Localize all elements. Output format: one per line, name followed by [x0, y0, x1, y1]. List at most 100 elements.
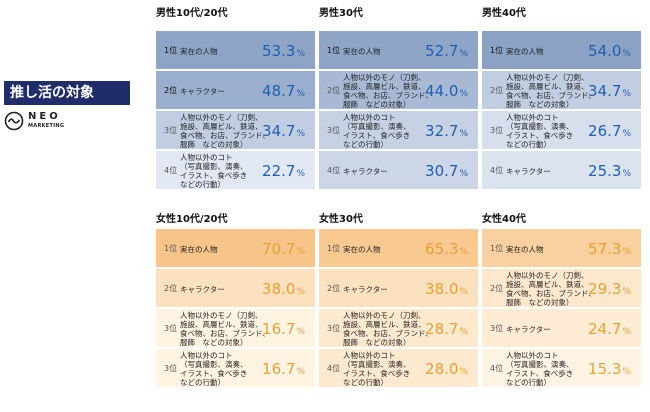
percent-unit: % — [459, 287, 468, 297]
rank-cell: 1位 実在の人物 53.3% — [156, 31, 315, 71]
percent-unit: % — [622, 327, 631, 337]
item-label: キャラクター — [180, 86, 225, 96]
percent-unit: % — [296, 247, 305, 257]
item-value: 28.0% — [425, 360, 468, 378]
rank-label: 3位 — [327, 126, 341, 135]
logo-name: NEO — [28, 111, 61, 122]
item-label: 人物以外のモノ（刀剣、 施設、高層ビル、鉄道、 食べ物、お店、ブランド、 服飾 … — [506, 73, 596, 109]
item-value: 16.7% — [262, 320, 305, 338]
rank-label: 4位 — [327, 364, 341, 373]
percent-unit: % — [459, 129, 468, 139]
item-value: 34.7% — [588, 82, 631, 100]
item-value: 38.0% — [262, 280, 305, 298]
item-label: 人物以外のコト （写真撮影、演奏、 イラスト、食べ歩き などの行動） — [180, 351, 248, 387]
rank-label: 3位 — [490, 324, 504, 333]
percent-unit: % — [296, 287, 305, 297]
rank-cell: 1位 実在の人物 54.0% — [482, 31, 641, 71]
chart-title: 推し活の対象 — [4, 81, 130, 105]
item-value: 44.0% — [425, 82, 468, 100]
rank-cell: 4位 人物以外のコト （写真撮影、演奏、 イラスト、食べ歩き などの行動） 15.3… — [482, 349, 641, 389]
panel-title: 女性40代 — [482, 214, 526, 225]
rank-cell: 1位 実在の人物 52.7% — [319, 31, 478, 71]
percent-unit: % — [622, 129, 631, 139]
item-value: 65.3% — [425, 240, 468, 258]
rank-label: 1位 — [164, 46, 178, 55]
item-label: 人物以外のモノ（刀剣、 施設、高層ビル、鉄道、 食べ物、お店、ブランド、 服飾 … — [343, 73, 433, 109]
item-label: 人物以外のコト （写真撮影、演奏、 イラスト、食べ歩き などの行動） — [343, 113, 411, 149]
item-label: 人物以外のコト （写真撮影、演奏、 イラスト、食べ歩き などの行動） — [180, 153, 248, 189]
percent-unit: % — [622, 89, 631, 99]
rank-cell: 2位 キャラクター 48.7% — [156, 71, 315, 111]
item-value: 53.3% — [262, 42, 305, 60]
item-label: キャラクター — [506, 324, 551, 334]
rank-cell: 4位 人物以外のコト （写真撮影、演奏、 イラスト、食べ歩き などの行動） 22.7… — [156, 151, 315, 191]
rank-label: 3位 — [327, 324, 341, 333]
rank-label: 4位 — [164, 166, 178, 175]
rank-cell: 2位 人物以外のモノ（刀剣、 施設、高層ビル、鉄道、 食べ物、お店、ブランド、 服… — [319, 71, 478, 111]
percent-unit: % — [622, 287, 631, 297]
percent-unit: % — [459, 89, 468, 99]
rank-cell: 2位 人物以外のモノ（刀剣、 施設、高層ビル、鉄道、 食べ物、お店、ブランド、 服… — [482, 71, 641, 111]
rank-label: 2位 — [490, 284, 504, 293]
percent-unit: % — [622, 367, 631, 377]
percent-unit: % — [296, 169, 305, 179]
item-label: 実在の人物 — [343, 244, 381, 254]
rank-label: 1位 — [490, 244, 504, 253]
item-value: 54.0% — [588, 42, 631, 60]
rank-cell: 3位 人物以外のモノ（刀剣、 施設、高層ビル、鉄道、 食べ物、お店、ブランド、 服… — [156, 309, 315, 349]
item-value: 29.3% — [588, 280, 631, 298]
item-value: 30.7% — [425, 162, 468, 180]
percent-unit: % — [296, 367, 305, 377]
item-value: 70.7% — [262, 240, 305, 258]
percent-unit: % — [622, 49, 631, 59]
rank-label: 1位 — [327, 244, 341, 253]
item-value: 34.7% — [262, 122, 305, 140]
item-value: 38.0% — [425, 280, 468, 298]
rank-cell: 2位 キャラクター 38.0% — [319, 269, 478, 309]
rank-cell: 1位 実在の人物 57.3% — [482, 229, 641, 269]
item-label: 実在の人物 — [506, 244, 544, 254]
rank-label: 3位 — [490, 126, 504, 135]
item-value: 28.7% — [425, 320, 468, 338]
rank-label: 2位 — [490, 86, 504, 95]
rank-label: 2位 — [164, 86, 178, 95]
item-label: 実在の人物 — [180, 244, 218, 254]
rank-cell: 2位 キャラクター 38.0% — [156, 269, 315, 309]
item-value: 15.3% — [588, 360, 631, 378]
rank-label: 2位 — [327, 284, 341, 293]
rank-cell: 3位 人物以外のモノ（刀剣、 施設、高層ビル、鉄道、 食べ物、お店、ブランド、 服… — [156, 111, 315, 151]
item-value: 25.3% — [588, 162, 631, 180]
item-label: 人物以外のモノ（刀剣、 施設、高層ビル、鉄道、 食べ物、お店、ブランド、 服飾 … — [343, 311, 433, 347]
rank-cell: 4位 人物以外のコト （写真撮影、演奏、 イラスト、食べ歩き などの行動） 28.0… — [319, 349, 478, 389]
rank-cell: 3位 人物以外のコト （写真撮影、演奏、 イラスト、食べ歩き などの行動） 32.7… — [319, 111, 478, 151]
rank-cell: 2位 人物以外のモノ（刀剣、 施設、高層ビル、鉄道、 食べ物、お店、ブランド、 服… — [482, 269, 641, 309]
rank-cell: 4位 キャラクター 25.3% — [482, 151, 641, 191]
percent-unit: % — [459, 367, 468, 377]
percent-unit: % — [296, 129, 305, 139]
rank-label: 3位 — [164, 324, 178, 333]
percent-unit: % — [622, 247, 631, 257]
item-label: キャラクター — [180, 284, 225, 294]
neo-marketing-logo: NEO MARKETING — [4, 111, 94, 133]
rank-label: 4位 — [490, 364, 504, 373]
rank-cell: 3位 キャラクター 24.7% — [482, 309, 641, 349]
rank-label: 4位 — [490, 166, 504, 175]
item-label: 人物以外のコト （写真撮影、演奏、 イラスト、食べ歩き などの行動） — [343, 351, 411, 387]
percent-unit: % — [459, 169, 468, 179]
item-value: 52.7% — [425, 42, 468, 60]
panel-title: 女性30代 — [319, 214, 363, 225]
rank-label: 1位 — [490, 46, 504, 55]
rank-cell: 3位 人物以外のモノ（刀剣、 施設、高層ビル、鉄道、 食べ物、お店、ブランド、 服… — [319, 309, 478, 349]
item-value: 24.7% — [588, 320, 631, 338]
item-label: 実在の人物 — [180, 46, 218, 56]
rank-cell: 1位 実在の人物 65.3% — [319, 229, 478, 269]
rank-label: 2位 — [327, 86, 341, 95]
rank-label: 3位 — [164, 126, 178, 135]
percent-unit: % — [459, 247, 468, 257]
item-value: 32.7% — [425, 122, 468, 140]
rank-cell: 1位 実在の人物 70.7% — [156, 229, 315, 269]
percent-unit: % — [296, 49, 305, 59]
rank-label: 4位 — [327, 166, 341, 175]
item-value: 16.7% — [262, 360, 305, 378]
item-value: 48.7% — [262, 82, 305, 100]
